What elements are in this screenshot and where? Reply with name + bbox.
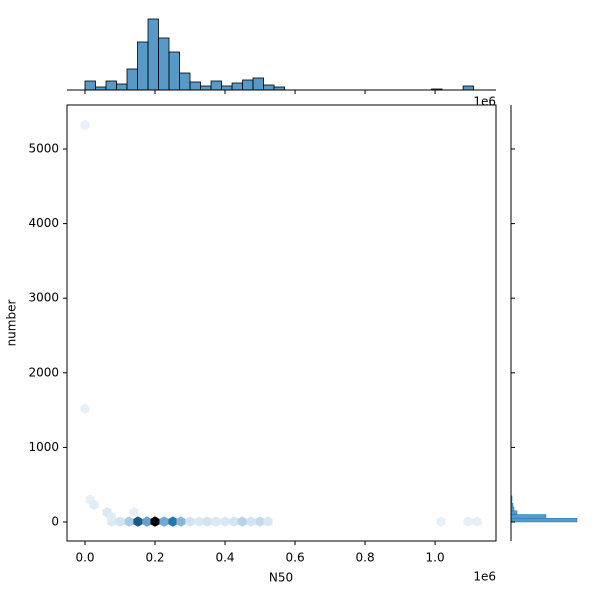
hexbin [246,516,256,527]
hexbin [472,516,482,527]
hexbin [211,516,221,527]
hexbin [106,511,116,522]
histogram-bar [126,68,138,91]
histogram-bar [147,18,159,91]
hexbin [255,516,265,527]
hexbin [150,516,160,527]
x-tick-label: 0.2 [145,551,164,565]
hexbin [194,516,204,527]
histogram-bar [231,82,243,91]
histogram-bar [189,81,201,91]
y-axis-label: number [5,300,19,347]
hexbin [80,403,90,414]
histogram-bar [179,72,191,91]
hexbin [115,516,125,527]
hexbin [220,516,230,527]
hexbin [129,507,139,518]
x-tick-label: 0.0 [75,551,94,565]
histogram-bar [263,84,275,91]
hexbin [202,516,212,527]
axes-frame [66,104,497,542]
y-tick-label: 2000 [28,365,59,379]
hexbin [185,516,195,527]
hexbin [124,516,134,527]
y-tick-label: 0 [51,514,59,528]
histogram-bar [105,80,117,91]
x-axis-label: N50 [269,571,293,585]
x-offset-label: 1e6 [473,95,496,109]
hexbin [168,516,178,527]
hexbin [176,516,186,527]
hexbin [237,516,247,527]
y-tick-label: 1000 [28,440,59,454]
hexbin [89,499,99,510]
x-tick-label: 0.6 [286,551,305,565]
x-tick-label: 0.8 [356,551,375,565]
hexbin [133,516,143,527]
histogram-bar [242,79,254,91]
histogram-bar [84,80,96,91]
histogram-bar [510,514,547,519]
hexbin [159,516,169,527]
histogram-bar [116,83,128,91]
x-offset-label: 1e6 [473,570,496,584]
histogram-bar [137,41,149,91]
y-tick-label: 3000 [28,291,59,305]
histogram-bar [168,51,180,91]
histogram-bar [252,77,264,91]
y-tick-label: 5000 [28,142,59,156]
histogram-bar [158,37,170,91]
hexbin [263,516,273,527]
hexbin [436,516,446,527]
x-tick-label: 0.4 [215,551,234,565]
histogram-bar [510,510,518,515]
hexbin [463,516,473,527]
histogram-bar [210,80,222,91]
x-tick-label: 1.0 [426,551,445,565]
hexbin [80,119,90,131]
hexbin [229,516,239,527]
y-tick-label: 4000 [28,216,59,230]
histogram-bar [510,517,578,523]
hexbin [142,516,152,527]
histogram-bar [200,85,212,91]
histogram-bar [221,85,233,91]
histogram-bar [462,85,474,91]
